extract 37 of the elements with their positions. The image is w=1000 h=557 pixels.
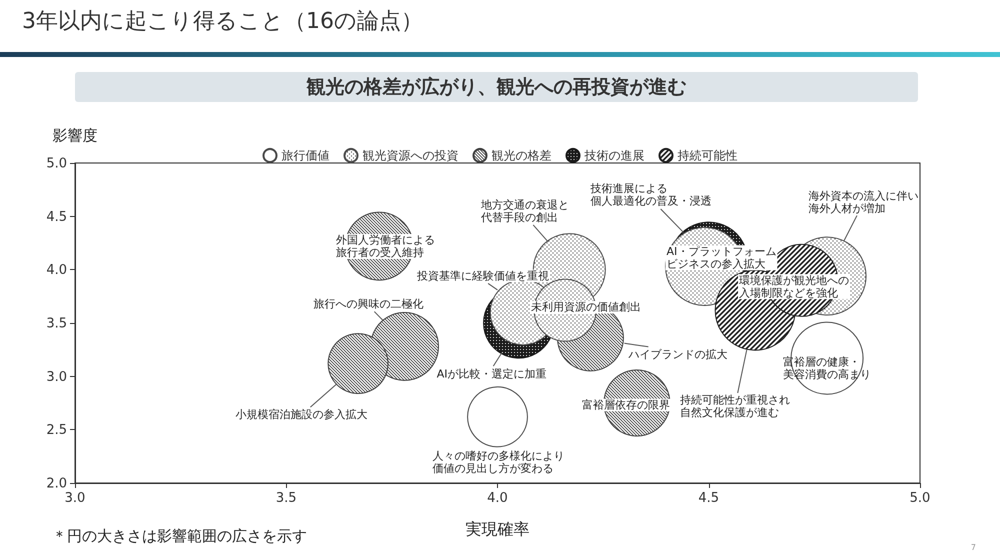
chart-subtitle: 観光の格差が広がり、観光への再投資が進む: [306, 75, 686, 100]
annotation: 海外資本の流入に伴い海外人材が増加: [808, 190, 918, 216]
annotation: 小規模宿泊施設の参入拡大: [235, 408, 368, 421]
legend-label: 観光の格差: [492, 148, 552, 162]
y-tick-label: 4.5: [46, 208, 67, 224]
annotation: 技術進展による個人最適化の普及・浸透: [590, 182, 712, 208]
x-tick-label: 3.0: [64, 490, 86, 505]
annotation: 未利用資源の価値創出: [531, 300, 642, 314]
legend-label: 技術の進展: [584, 148, 644, 162]
chart-title: 3年以内に起こり得ること（16の論点）: [22, 8, 423, 36]
annotation: 外国人労働者による旅行者の受入維持: [336, 234, 436, 260]
text: 7: [970, 543, 976, 552]
legend-label: 持続可能性: [678, 148, 738, 162]
y-tick-label: 2.5: [46, 422, 67, 438]
annotation: 旅行への興味の二極化: [314, 298, 424, 311]
annotation: 持続可能性が重視され自然文化保護が進む: [680, 394, 790, 420]
x-tick-label: 5.0: [910, 490, 930, 505]
x-tick-label: 3.5: [276, 490, 297, 505]
y-tick-label: 5.0: [46, 156, 67, 170]
annotation: 人々の嗜好の多様化により価値の見出し方が変わる: [432, 449, 564, 475]
annotation: 富裕層依存の限界: [582, 398, 670, 412]
annotation: 地方交通の衰退と代替手段の創出: [480, 198, 569, 224]
text: ＊円の大きさは影響範囲の広さを示す: [52, 527, 307, 546]
annotation: AIが比較・選定に加重: [436, 367, 547, 380]
y-tick-label: 4.0: [46, 262, 67, 278]
y-tick-label: 3.0: [46, 368, 67, 384]
x-axis-title: 実現確率: [466, 520, 530, 538]
y-tick-label: 2.0: [46, 476, 67, 490]
annotation: 投資基準に経験価値を重視: [416, 270, 549, 283]
annotation: ハイブランドの拡大: [627, 348, 728, 362]
x-tick-label: 4.0: [487, 490, 508, 505]
y-axis-title: 影響度: [52, 126, 98, 144]
annotation: 環境保護が観光地への入場制限などを強化: [739, 274, 849, 300]
y-tick-label: 3.5: [46, 316, 67, 330]
x-tick-label: 4.5: [698, 490, 720, 505]
legend-label: 旅行価値: [282, 148, 330, 162]
legend-label: 観光資源への投資: [362, 148, 458, 162]
